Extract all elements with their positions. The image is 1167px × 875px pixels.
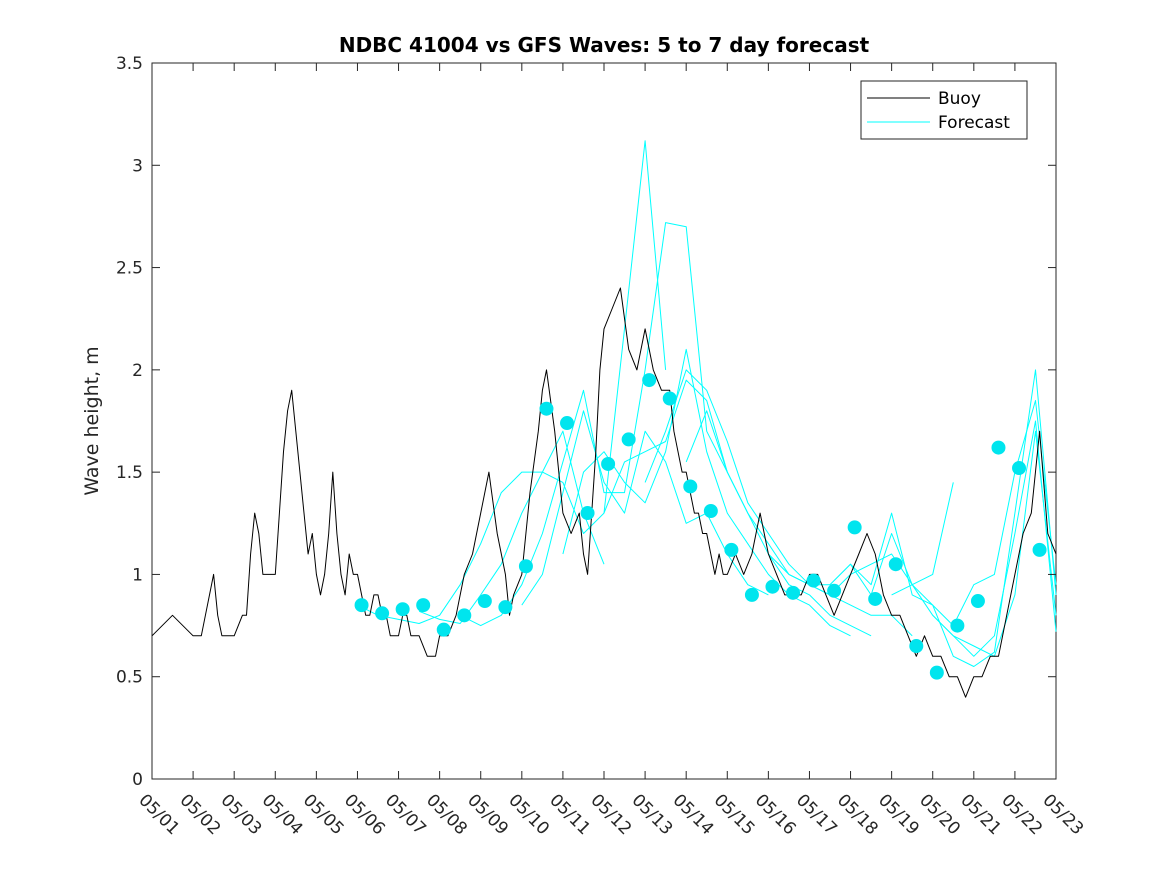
forecast-line: [418, 140, 667, 624]
forecast-marker: [518, 559, 533, 574]
forecast-marker: [950, 618, 965, 633]
forecast-marker: [457, 608, 472, 623]
y-axis: 0 0.5 1 1.5 2 2.5 3 3.5: [116, 54, 1056, 790]
y-tick-label: 3: [132, 156, 143, 176]
legend-box: [860, 80, 1028, 140]
forecast-marker: [642, 373, 657, 388]
forecast-marker: [375, 606, 390, 621]
forecast-marker: [970, 594, 985, 609]
forecast-marker: [724, 542, 739, 557]
axes-frame: [151, 62, 1057, 780]
forecast-marker: [498, 600, 513, 615]
forecast-line: [932, 420, 1057, 657]
forecast-marker: [786, 585, 801, 600]
legend-label-forecast: Forecast: [938, 113, 1010, 133]
forecast-markers: [354, 373, 1047, 680]
buoy-series: [151, 287, 1057, 698]
forecast-marker: [888, 557, 903, 572]
forecast-marker: [395, 602, 410, 617]
y-tick-label: 1: [132, 565, 143, 585]
y-tick-label: 2.5: [116, 259, 143, 279]
y-tick-label: 1.5: [116, 463, 143, 483]
forecast-marker: [539, 401, 554, 416]
forecast-marker: [929, 665, 944, 680]
forecast-marker: [847, 520, 862, 535]
y-tick-label: 0: [132, 770, 143, 790]
buoy-line: [151, 287, 1057, 698]
y-tick-label: 0.5: [116, 668, 143, 688]
plot-area: [151, 62, 1057, 780]
forecast-marker: [744, 587, 759, 602]
forecast-marker: [601, 456, 616, 471]
y-tick-label: 2: [132, 361, 143, 381]
legend: Buoy Forecast: [860, 80, 1028, 140]
chart-title: NDBC 41004 vs GFS Waves: 5 to 7 day fore…: [339, 33, 870, 57]
forecast-marker: [621, 432, 636, 447]
forecast-marker: [580, 506, 595, 521]
forecast-marker: [806, 573, 821, 588]
forecast-marker: [477, 594, 492, 609]
y-tick-label: 3.5: [116, 54, 143, 74]
forecast-marker: [436, 622, 451, 637]
forecast-marker: [868, 591, 883, 606]
forecast-marker: [683, 479, 698, 494]
forecast-marker: [1012, 461, 1027, 476]
forecast-marker: [662, 391, 677, 406]
forecast-line: [829, 369, 1057, 667]
forecast-marker: [991, 440, 1006, 455]
forecast-marker: [560, 416, 575, 431]
forecast-marker: [827, 583, 842, 598]
forecast-line: [644, 369, 913, 637]
forecast-marker: [765, 579, 780, 594]
forecast-marker: [354, 598, 369, 613]
forecast-marker: [1032, 542, 1047, 557]
y-axis-label: Wave height, m: [81, 346, 103, 495]
forecast-marker: [416, 598, 431, 613]
forecast-marker: [909, 639, 924, 654]
forecast-line: [891, 400, 1057, 627]
forecast-marker: [703, 504, 718, 519]
legend-label-buoy: Buoy: [938, 89, 981, 109]
forecast-line: [357, 430, 605, 624]
